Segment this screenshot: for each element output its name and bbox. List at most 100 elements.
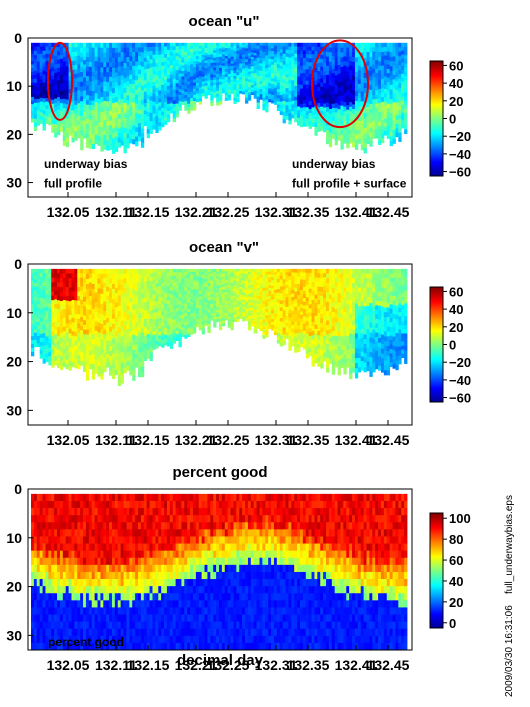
field-cell — [172, 42, 177, 47]
field-cell — [294, 103, 298, 108]
field-cell — [152, 50, 156, 55]
field-cell — [285, 306, 289, 311]
field-cell — [149, 100, 153, 106]
field-cell — [247, 63, 252, 67]
field-cell — [138, 278, 142, 284]
field-cell — [190, 304, 194, 308]
field-cell — [245, 64, 249, 68]
field-cell — [210, 82, 214, 87]
field-cell — [126, 328, 130, 334]
field-cell — [164, 98, 168, 103]
field-cell — [166, 46, 171, 51]
field-cell — [51, 116, 55, 121]
field-cell — [227, 58, 231, 62]
field-cell — [221, 289, 226, 293]
field-cell — [161, 81, 165, 86]
field-cell — [83, 362, 87, 368]
field-cell — [152, 58, 156, 63]
field-cell — [172, 67, 177, 72]
field-cell — [230, 65, 234, 69]
field-cell — [224, 97, 229, 101]
field-cell — [166, 89, 171, 94]
field-cell — [85, 128, 90, 134]
field-cell — [245, 86, 249, 90]
field-cell — [45, 61, 49, 66]
field-cell — [94, 102, 98, 108]
field-cell — [103, 367, 107, 373]
field-cell — [65, 346, 69, 351]
field-cell — [175, 281, 179, 286]
field-cell — [198, 45, 203, 49]
field-cell — [305, 103, 310, 108]
field-cell — [100, 47, 104, 54]
field-cell — [187, 333, 191, 338]
field-cell — [192, 268, 197, 273]
field-cell — [331, 129, 336, 135]
field-cell — [71, 353, 75, 359]
field-cell — [195, 48, 200, 52]
field-cell — [33, 314, 38, 319]
field-cell — [36, 84, 41, 89]
field-cell — [227, 284, 231, 288]
field-cell — [114, 116, 119, 123]
field-cell — [120, 326, 124, 332]
field-cell — [91, 90, 96, 97]
field-cell — [380, 47, 385, 53]
field-cell — [80, 273, 84, 279]
field-cell — [233, 70, 237, 74]
field-cell — [158, 293, 162, 298]
field-cell — [158, 289, 162, 294]
field-cell — [187, 103, 191, 108]
field-cell — [253, 50, 257, 54]
field-cell — [138, 357, 142, 363]
field-cell — [83, 99, 87, 104]
field-cell — [346, 52, 350, 58]
field-cell — [236, 99, 240, 103]
field-cell — [54, 325, 58, 331]
field-cell — [279, 59, 284, 63]
field-cell — [340, 95, 344, 102]
field-cell — [195, 316, 200, 320]
colorbar-tick-label: −40 — [449, 147, 471, 162]
field-cell — [33, 268, 38, 273]
field-cell — [149, 67, 153, 73]
field-cell — [253, 73, 257, 77]
field-cell — [204, 93, 208, 97]
field-cell — [51, 103, 55, 109]
field-cell — [250, 89, 255, 93]
field-cell — [233, 288, 237, 291]
field-cell — [111, 72, 116, 79]
field-cell — [161, 92, 165, 97]
field-cell — [349, 47, 353, 53]
field-cell — [68, 287, 72, 293]
field-cell — [395, 128, 399, 133]
field-cell — [279, 62, 284, 67]
field-cell — [221, 302, 226, 306]
field-cell — [288, 313, 292, 318]
field-cell — [357, 138, 362, 144]
field-cell — [349, 106, 353, 112]
field-cell — [39, 75, 43, 80]
field-cell — [83, 338, 87, 344]
field-cell — [291, 104, 295, 109]
field-cell — [158, 126, 162, 131]
field-cell — [210, 99, 214, 104]
field-cell — [224, 92, 229, 96]
field-cell — [276, 322, 281, 327]
field-cell — [216, 292, 220, 296]
field-cell — [192, 312, 197, 317]
field-cell — [245, 89, 249, 93]
field-cell — [77, 268, 81, 274]
field-cell — [291, 70, 295, 74]
field-cell — [149, 289, 153, 295]
field-cell — [219, 282, 223, 286]
field-cell — [42, 102, 46, 107]
field-cell — [198, 56, 203, 60]
field-cell — [83, 64, 87, 70]
field-cell — [45, 72, 49, 77]
field-cell — [74, 340, 78, 346]
field-cell — [268, 93, 272, 97]
field-cell — [326, 79, 330, 85]
field-cell — [190, 319, 194, 323]
field-cell — [299, 73, 304, 78]
